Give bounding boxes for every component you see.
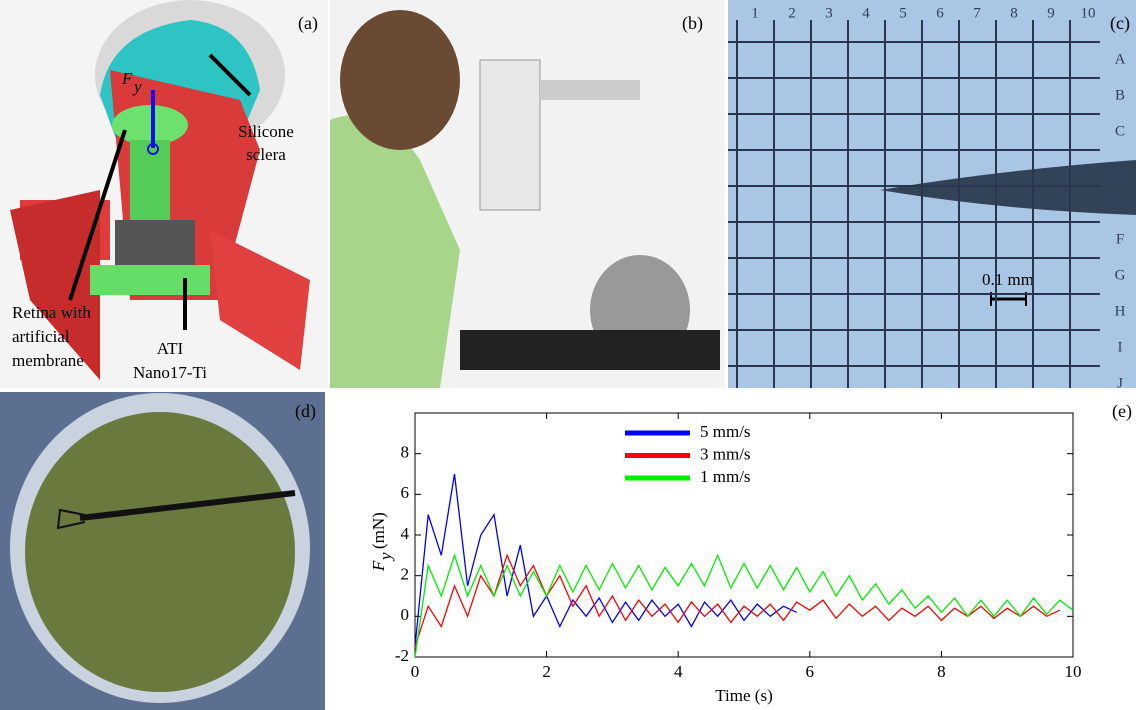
column-label: 9 bbox=[1047, 5, 1055, 21]
legend-label: 1 mm/s bbox=[700, 467, 751, 486]
series-line bbox=[414, 473, 797, 647]
y-tick-label: -2 bbox=[395, 646, 409, 665]
panel-b: (b) bbox=[330, 0, 725, 388]
x-tick-label: 6 bbox=[806, 662, 815, 681]
panel-c: 0.1 mm (c) 1 2 3 4 5 6 7 8 9 10 A B C D E F G H I J bbox=[728, 0, 1136, 391]
x-tick-label: 4 bbox=[674, 662, 683, 681]
y-tick-label: 6 bbox=[401, 483, 410, 502]
series-line bbox=[414, 553, 1061, 648]
x-tick-label: 2 bbox=[542, 662, 551, 681]
column-label: 7 bbox=[973, 5, 981, 21]
row-label: A bbox=[1115, 51, 1126, 67]
column-label: 6 bbox=[936, 5, 944, 21]
x-tick-label: 8 bbox=[937, 662, 946, 681]
y-tick-label: 0 bbox=[401, 605, 410, 624]
sensor-label: ATI bbox=[157, 339, 184, 358]
panel-label: (c) bbox=[1110, 13, 1130, 34]
sclera-label: Silicone bbox=[238, 122, 294, 141]
force-label: F bbox=[121, 69, 133, 88]
retina-label: artificial bbox=[12, 327, 70, 346]
row-label: F bbox=[1116, 231, 1124, 247]
column-label: 4 bbox=[862, 5, 870, 21]
row-label: G bbox=[1115, 267, 1126, 283]
column-label: 1 bbox=[751, 5, 759, 21]
y-axis-label-unit: (mN) bbox=[369, 512, 388, 549]
column-label: 10 bbox=[1081, 5, 1096, 21]
row-label: J bbox=[1117, 375, 1123, 391]
legend-label: 5 mm/s bbox=[700, 422, 751, 441]
sclera-label: sclera bbox=[246, 145, 286, 164]
row-label: B bbox=[1115, 87, 1125, 103]
panel-label: (b) bbox=[682, 13, 703, 34]
y-axis-label-main: F bbox=[369, 560, 388, 572]
y-tick-label: 4 bbox=[401, 524, 410, 543]
retina-label: Retina with bbox=[12, 303, 91, 322]
legend-label: 3 mm/s bbox=[700, 444, 751, 463]
force-subscript: y bbox=[132, 77, 142, 96]
panel-a: (a) F y Silicone sclera Retina with arti… bbox=[0, 0, 328, 388]
y-tick-label: 2 bbox=[401, 565, 410, 584]
column-label: 8 bbox=[1010, 5, 1018, 21]
row-label: H bbox=[1115, 303, 1126, 319]
series-line bbox=[414, 553, 1074, 658]
y-tick-label: 8 bbox=[401, 443, 410, 462]
row-label: E bbox=[1115, 195, 1124, 211]
y-axis-label: Fy (mN) bbox=[369, 512, 395, 572]
x-axis-label: Time (s) bbox=[715, 686, 772, 705]
panel-label: (a) bbox=[298, 13, 318, 34]
panel-d: (d) bbox=[0, 392, 325, 710]
column-label: 2 bbox=[788, 5, 796, 21]
panel-label: (d) bbox=[295, 401, 316, 422]
x-tick-label: 0 bbox=[411, 662, 420, 681]
row-label: I bbox=[1118, 339, 1123, 355]
column-label: 5 bbox=[899, 5, 907, 21]
panel-label: (e) bbox=[1112, 401, 1132, 422]
row-label: C bbox=[1115, 123, 1125, 139]
retina-label: membrane bbox=[12, 351, 84, 370]
scale-label: 0.1 mm bbox=[982, 270, 1034, 289]
sensor-label: Nano17-Ti bbox=[133, 363, 207, 382]
y-axis-label-sub: y bbox=[376, 552, 395, 562]
x-tick-label: 10 bbox=[1065, 662, 1082, 681]
row-label: D bbox=[1115, 159, 1126, 175]
column-label: 3 bbox=[825, 5, 833, 21]
